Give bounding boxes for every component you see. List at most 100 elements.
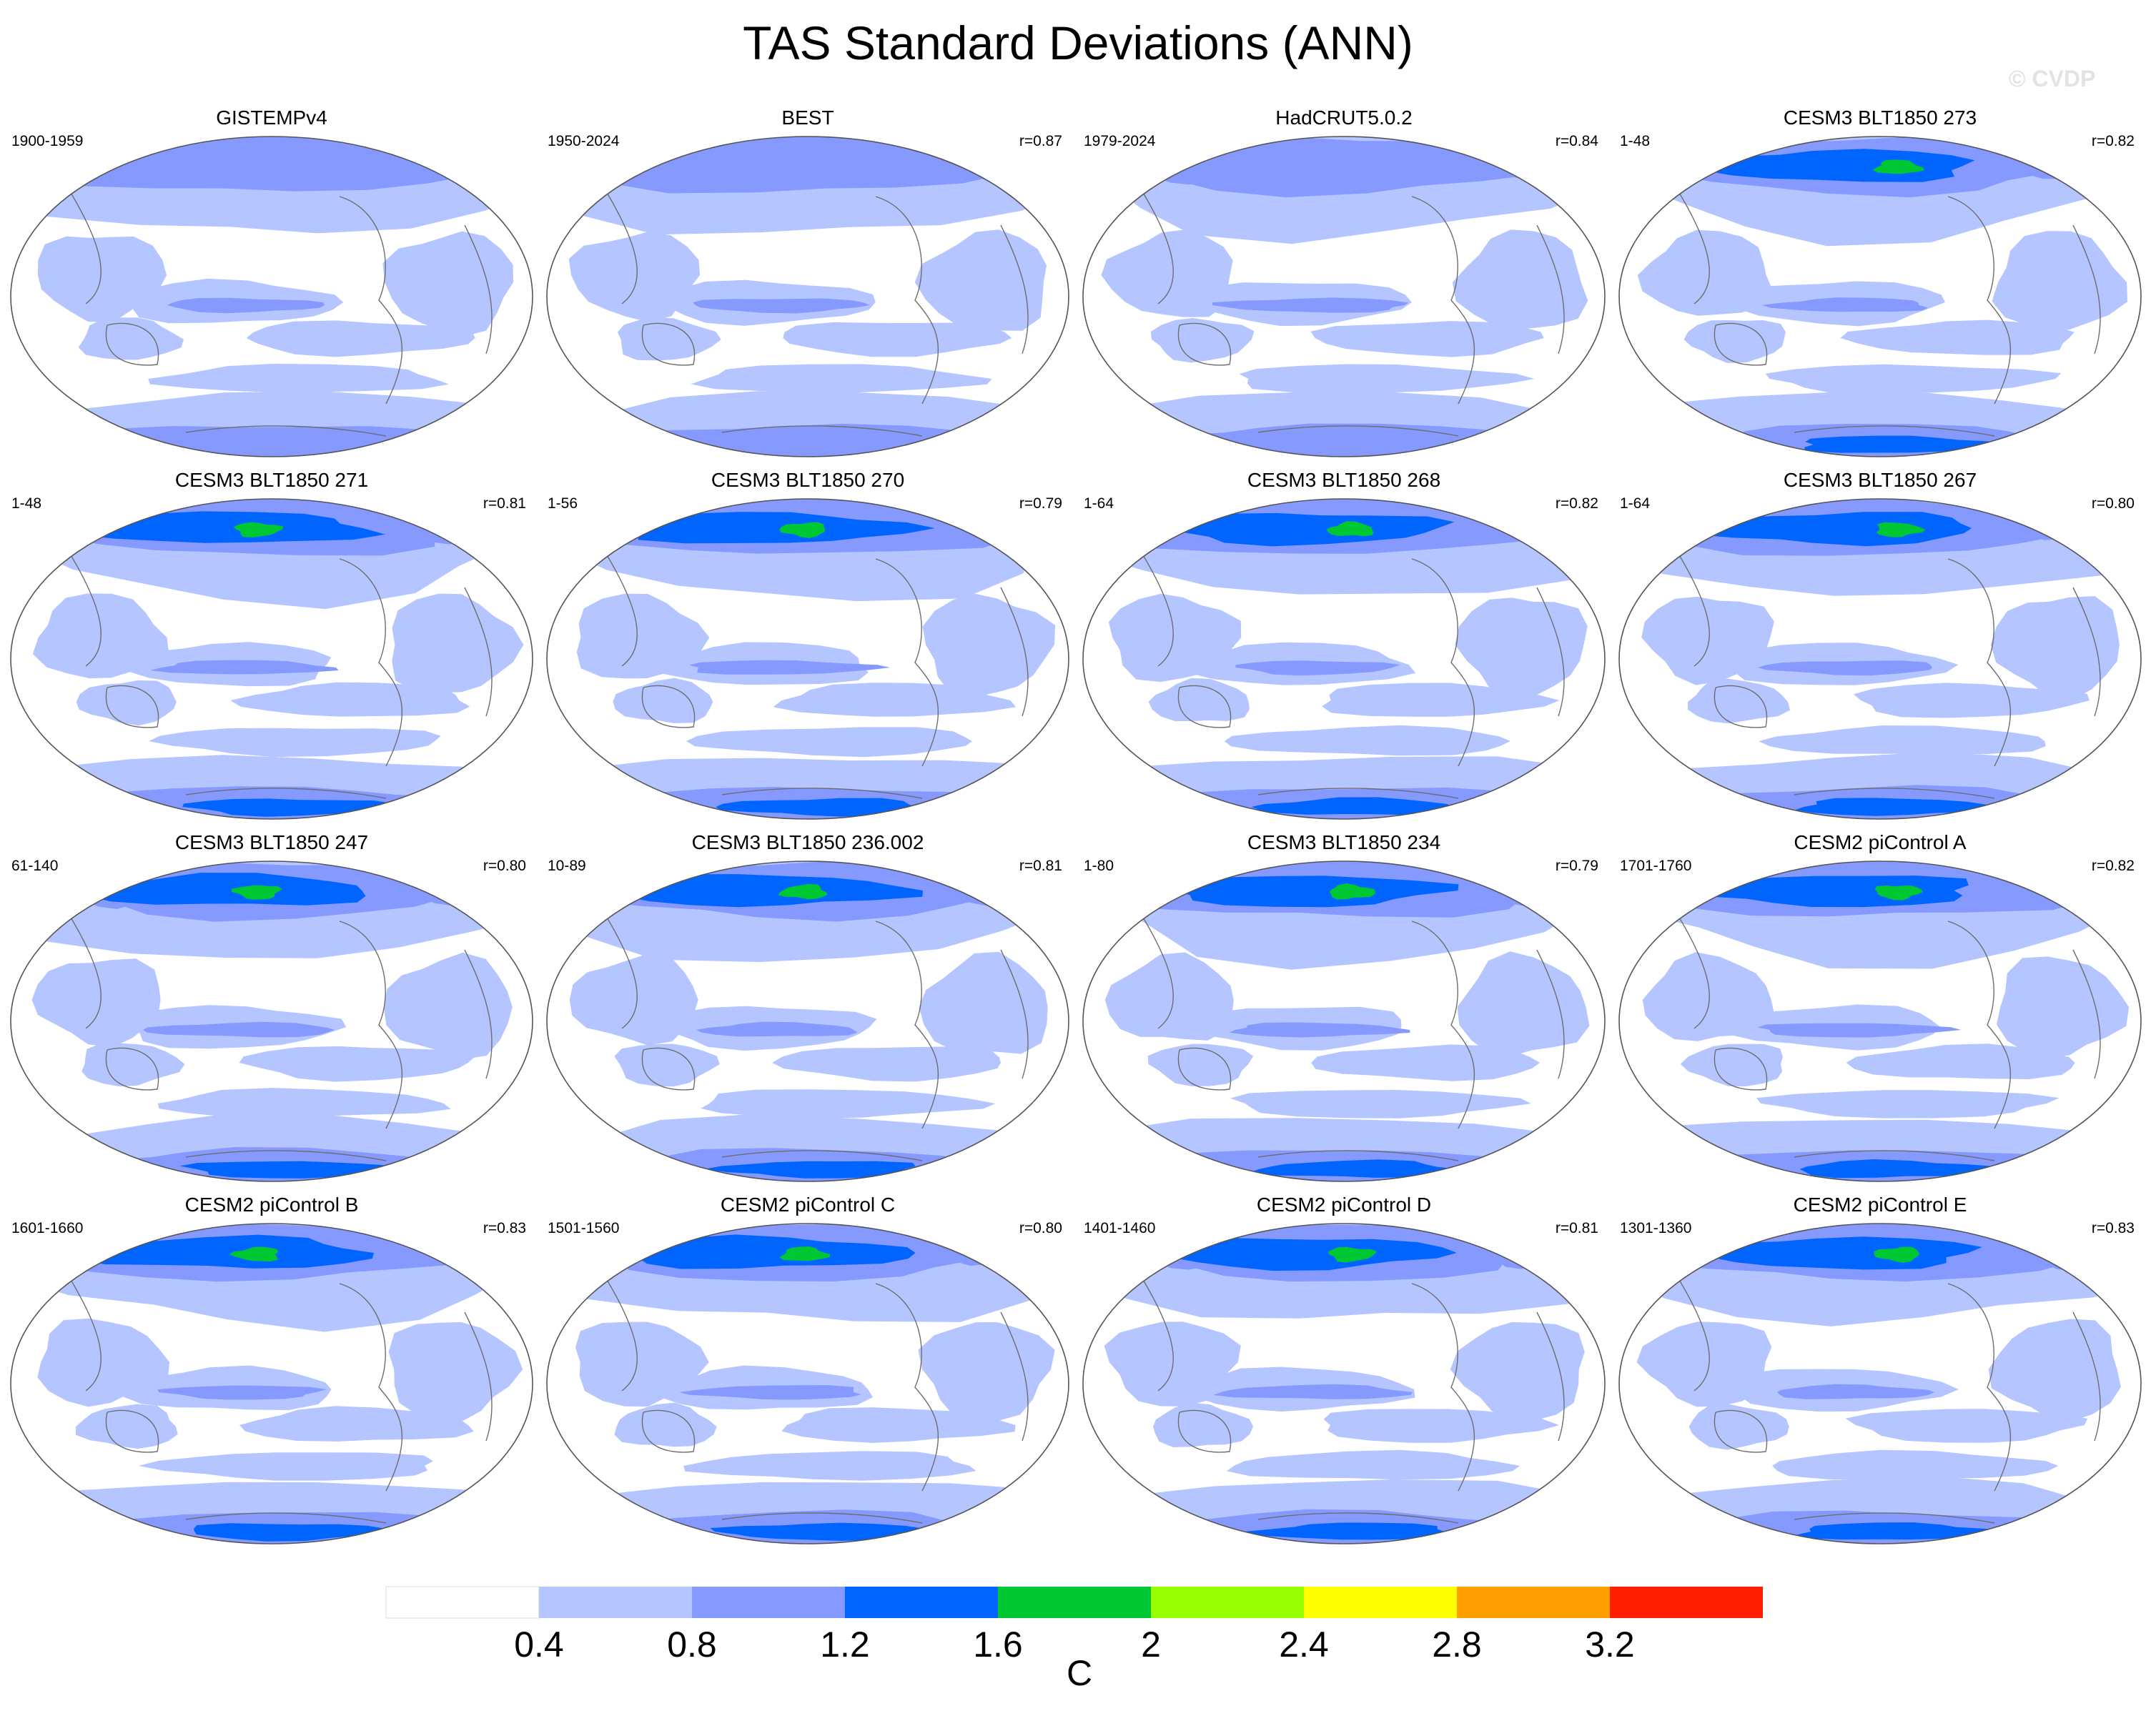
panel-period: 1401-1460 [1084, 1220, 1156, 1236]
sd-contour-level-2 [167, 297, 325, 314]
sd-contour-level-3 [430, 869, 476, 899]
coastline [875, 558, 939, 767]
coastline [641, 685, 696, 728]
sd-contour-level-4 [1666, 147, 1705, 162]
coastline [1714, 322, 1768, 366]
sd-contour-level-3 [430, 1229, 473, 1261]
sd-contour-level-1 [1688, 1404, 1789, 1450]
coastline [1536, 1311, 1565, 1442]
sd-contour-level-1 [617, 317, 721, 361]
panel-title: GISTEMPv4 [216, 106, 327, 129]
panel-title: HadCRUT5.0.2 [1275, 106, 1413, 129]
sd-contour-level-3 [53, 867, 137, 896]
map-field [1618, 136, 2142, 457]
sd-contour-level-4 [593, 872, 631, 887]
coastline [1136, 182, 1174, 304]
sd-contour-level-1 [1853, 683, 2090, 718]
panel-title: CESM3 BLT1850 247 [174, 831, 369, 853]
coastline [641, 1409, 696, 1453]
colorbar-tick-label: 2 [1141, 1625, 1161, 1665]
map-outline [10, 136, 533, 457]
sd-contour-level-2 [1761, 297, 1929, 312]
map-outline [1618, 861, 2142, 1182]
map-field [10, 498, 533, 820]
map-panel: CESM2 piControl B 1601-1660 r=0.83 [7, 1193, 536, 1550]
sd-contour-level-4 [1874, 1246, 1920, 1263]
sd-contour-level-5 [1144, 875, 1159, 883]
sd-contour-level-1 [701, 1089, 996, 1119]
sd-contour-level-4 [779, 522, 826, 538]
coastline [875, 196, 939, 405]
sd-contour-level-1 [1108, 593, 1242, 683]
map-panel: CESM3 BLT1850 273 1-48 r=0.82 [1616, 106, 2145, 463]
sd-contour-level-1 [37, 1318, 170, 1407]
sd-contour-level-1 [1310, 321, 1544, 357]
sd-contour-level-4 [1519, 873, 1534, 896]
coastline [464, 587, 493, 717]
sd-contour-level-1 [239, 1046, 476, 1082]
sd-contour-level-2 [696, 1021, 858, 1037]
map-panel: CESM3 BLT1850 234 1-80 r=0.79 [1079, 830, 1608, 1188]
sd-contour-level-1 [1845, 1409, 2088, 1443]
colorbar-segment [539, 1587, 692, 1618]
panel-period: 1701-1760 [1620, 858, 1692, 874]
sd-contour-level-4 [1876, 522, 1926, 537]
figure-title: TAS Standard Deviations (ANN) [743, 16, 1413, 69]
coastline [2072, 1311, 2101, 1442]
coastline [339, 921, 403, 1129]
sd-contour-level-1 [1153, 1402, 1254, 1447]
panel-title: CESM2 piControl E [1793, 1194, 1967, 1216]
map-outline [1082, 861, 1606, 1182]
sd-contour-level-3 [962, 870, 1011, 898]
sd-contour-level-2 [1757, 1023, 1962, 1038]
coastline [1794, 788, 1995, 799]
map-outline [1618, 136, 2142, 457]
coastline [1177, 322, 1232, 366]
sd-contour-level-1 [772, 1046, 1002, 1082]
colorbar-tick-label: 2.8 [1432, 1625, 1482, 1665]
coastline [641, 322, 696, 366]
map-panel: HadCRUT5.0.2 1979-2024 r=0.84 [1079, 106, 1608, 463]
sd-contour-level-1 [1450, 1321, 1585, 1422]
coastline [1714, 685, 1768, 728]
sd-contour-level-1 [575, 1321, 709, 1407]
sd-contour-level-5 [72, 874, 86, 882]
colorbar-tick-label: 1.2 [820, 1625, 870, 1665]
colorbar-unit-label: C [1066, 1653, 1093, 1693]
colorbar-tick-label: 0.4 [514, 1625, 564, 1665]
panel-title: CESM2 piControl B [184, 1194, 359, 1216]
coastline [1794, 1512, 1995, 1524]
panel-pattern-correlation: r=0.80 [483, 858, 526, 874]
sd-contour-level-1 [1239, 364, 1535, 393]
sd-contour-level-1 [1759, 725, 2046, 755]
coastline [1411, 558, 1475, 767]
map-field [546, 136, 1069, 457]
colorbar-segment [1304, 1587, 1457, 1618]
panel-title: CESM3 BLT1850 268 [1247, 469, 1441, 491]
sd-contour-level-3 [1249, 1159, 1459, 1178]
panel-period: 1-64 [1084, 495, 1114, 512]
coastline [185, 425, 387, 437]
coastline [1136, 1269, 1174, 1392]
coastline [464, 1311, 493, 1442]
sd-contour-level-3 [2035, 144, 2083, 172]
coastline [1411, 196, 1475, 405]
sd-contour-level-2 [1235, 660, 1400, 676]
panel-period: 10-89 [548, 858, 586, 874]
panel-title: CESM3 BLT1850 234 [1247, 831, 1441, 853]
map-panel: CESM2 piControl A 1701-1760 r=0.82 [1616, 830, 2145, 1188]
map-field [1618, 1223, 2142, 1544]
panel-period: 1-48 [11, 495, 42, 512]
sd-contour-level-4 [983, 871, 998, 893]
sd-contour-level-2 [689, 660, 890, 675]
map-outline [10, 498, 533, 820]
map-field [546, 861, 1069, 1182]
sd-contour-level-1 [1772, 1449, 2059, 1480]
sd-contour-level-1 [149, 728, 441, 758]
coastline [721, 1150, 923, 1161]
sd-contour-level-4 [1133, 871, 1170, 886]
sd-contour-level-1 [1765, 364, 2062, 395]
map-panel: GISTEMPv4 1900-1959 [7, 106, 536, 463]
coastline [600, 182, 638, 304]
sd-contour-level-3 [1797, 1522, 2012, 1539]
